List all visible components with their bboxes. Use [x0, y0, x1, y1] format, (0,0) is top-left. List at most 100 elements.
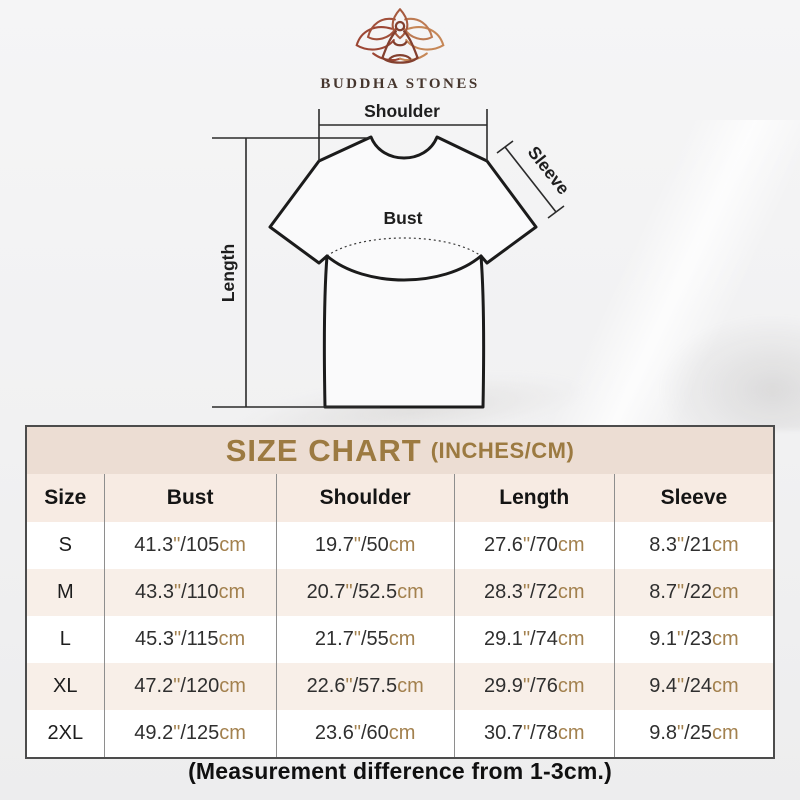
size-value: L: [59, 628, 71, 650]
shoulder-measurement: 23.6 "/60 cm: [275, 710, 454, 757]
measurement-part: cm: [218, 581, 246, 603]
measurement-part: 20.7: [306, 581, 346, 603]
length-measurement: 30.7 "/78 cm: [453, 710, 614, 757]
measurement-part: 22.6: [306, 675, 346, 697]
size-value: S: [58, 534, 72, 556]
sleeve-label: Sleeve: [524, 142, 574, 198]
measurement-part: 49.2: [134, 722, 174, 744]
measurement-part: cm: [219, 675, 246, 697]
measurement-part: /: [352, 581, 359, 603]
measurement-part: 19.7: [314, 534, 354, 556]
shoulder-measurement: 21.7 "/55 cm: [275, 616, 454, 663]
measurement-part: 29.1: [484, 628, 523, 650]
size-value: M: [56, 581, 74, 603]
measurement-part: cm: [219, 722, 246, 744]
measurement-part: cm: [557, 675, 585, 697]
measurement-part: cm: [397, 581, 424, 603]
size-chart-title-band: SIZE CHART (INCHES/CM): [27, 427, 773, 474]
length-measurement: 27.6 "/70 cm: [453, 522, 614, 569]
measurement-part: 8.7: [649, 581, 678, 603]
measurement-part: ": [522, 534, 531, 556]
size-table-body: S 41.3 "/105 cm 19.7 "/50 cm 27.6 "/70 cm 8.3 "/21 c…: [27, 522, 773, 757]
measurement-part: /: [530, 675, 536, 697]
measurement-part: 43.3: [135, 581, 174, 603]
measurement-part: /: [684, 628, 690, 650]
measurement-part: /: [180, 675, 186, 697]
measurement-part: 74: [535, 628, 558, 650]
size-chart-title: SIZE CHART: [225, 432, 422, 468]
shoulder-measurement: 22.6 "/57.5 cm: [275, 663, 454, 710]
measurement-part: cm: [557, 722, 585, 744]
measurement-part: cm: [557, 628, 585, 650]
length-label: Length: [218, 244, 238, 302]
sleeve-measurement: 9.8 "/25 cm: [613, 710, 773, 757]
measurement-part: ": [677, 628, 685, 650]
measurement-part: cm: [711, 722, 739, 744]
measurement-part: 52.5: [358, 581, 398, 603]
measurement-part: cm: [711, 534, 739, 556]
measurement-part: ": [522, 581, 531, 603]
lotus-petal: [355, 26, 395, 51]
measurement-part: 23.6: [314, 722, 354, 744]
measurement-part: 45.3: [135, 628, 174, 650]
measurement-part: /: [360, 628, 367, 650]
measurement-part: 41.3: [134, 534, 174, 556]
measurement-part: 55: [366, 628, 389, 650]
brand-logo: BUDDHA STONES: [0, 4, 800, 93]
measurement-part: /: [180, 722, 186, 744]
bust-measurement: 41.3 "/105 cm: [103, 522, 276, 569]
length-measurement: 29.1 "/74 cm: [453, 616, 614, 663]
measurement-part: ": [345, 581, 353, 603]
measurement-part: /: [360, 722, 367, 744]
table-row: M 43.3 "/110 cm 20.7 "/52.5 cm 28.3 "/72 cm 8.7 "/2…: [27, 569, 773, 616]
measurement-part: /: [684, 675, 690, 697]
measurement-part: 30.7: [484, 722, 523, 744]
measurement-part: ": [353, 628, 361, 650]
sleeve-measurement: 9.1 "/23 cm: [613, 616, 773, 663]
bust-ellipse-solid: [325, 254, 483, 282]
measurement-part: ": [353, 534, 361, 556]
measurement-part: /: [530, 628, 536, 650]
measurement-part: cm: [218, 628, 246, 650]
measurement-part: 50: [366, 534, 389, 556]
tshirt-measurement-diagram: Shoulder Length Sleeve Bust: [212, 101, 574, 409]
measurement-part: 105: [185, 534, 220, 556]
measurement-part: 21.7: [314, 628, 354, 650]
bust-measurement: 45.3 "/115 cm: [103, 616, 276, 663]
measurement-part: ": [677, 722, 685, 744]
measurement-part: ": [677, 675, 685, 697]
measurement-part: cm: [388, 534, 416, 556]
measurement-part: /: [352, 675, 359, 697]
measurement-part: 27.6: [484, 534, 523, 556]
measurement-part: 115: [186, 628, 219, 650]
header-length: Length: [453, 474, 614, 522]
size-value: 2XL: [47, 722, 84, 744]
measurement-part: /: [530, 534, 536, 556]
lotus-petal: [366, 17, 397, 41]
brand-name: BUDDHA STONES: [320, 76, 480, 92]
measurement-part: 47.2: [134, 675, 174, 697]
table-row: L 45.3 "/115 cm 21.7 "/55 cm 29.1 "/74 cm 9.1 "/23 c…: [27, 616, 773, 663]
measurement-part: 22: [689, 581, 712, 603]
shoulder-measure-line: [318, 109, 488, 161]
measurement-part: cm: [711, 675, 739, 697]
bust-measurement: 47.2 "/120 cm: [103, 663, 276, 710]
measurement-part: ": [353, 722, 361, 744]
measurement-part: ": [173, 628, 182, 650]
measurement-part: 21: [689, 534, 712, 556]
measurement-part: cm: [711, 581, 739, 603]
header-shoulder: Shoulder: [275, 474, 454, 522]
sleeve-measure-line: [496, 140, 565, 219]
measurement-part: 125: [185, 722, 220, 744]
measurement-part: ": [173, 675, 181, 697]
measurement-part: 25: [689, 722, 712, 744]
measurement-part: 70: [535, 534, 558, 556]
measurement-part: 76: [535, 675, 558, 697]
table-row: XL 47.2 "/120 cm 22.6 "/57.5 cm 29.9 "/76 cm 9.4 " /…: [27, 663, 773, 710]
measurement-part: 57.5: [358, 675, 398, 697]
measurement-part: ": [677, 534, 685, 556]
measurement-part: /: [530, 581, 536, 603]
measurement-part: /: [180, 534, 186, 556]
measurement-part: cm: [711, 628, 739, 650]
measurement-part: cm: [219, 534, 246, 556]
